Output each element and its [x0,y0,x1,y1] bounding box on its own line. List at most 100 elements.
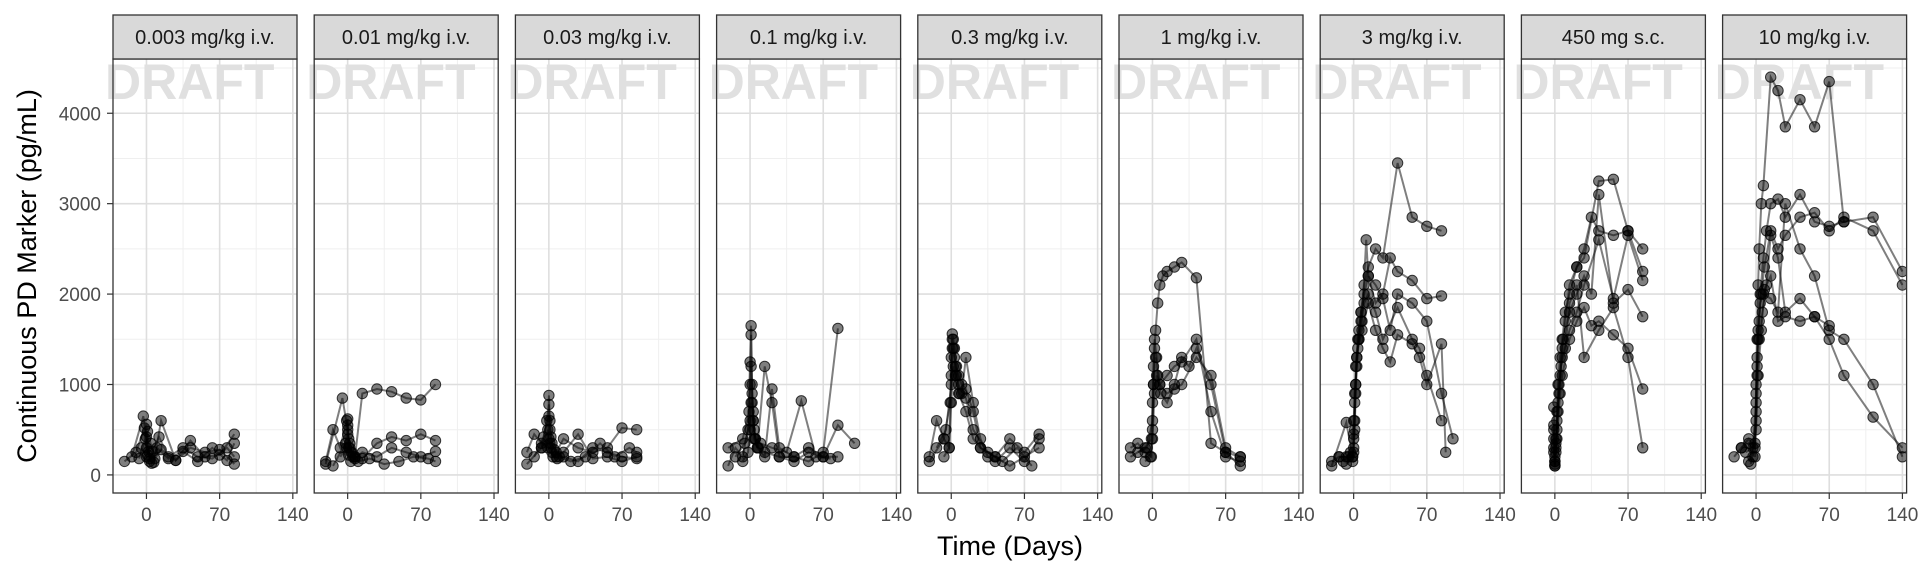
data-point [1622,283,1634,296]
data-point [344,437,356,449]
data-point [817,451,829,463]
facet-strip [1520,14,1707,60]
facet-strip-label: 450 mg s.c. [1562,27,1665,49]
data-point [742,446,754,458]
facet-strip [313,14,499,60]
data-point [1779,311,1792,323]
data-point [1728,451,1740,463]
data-point [1154,378,1166,391]
watermark-text: DRAFT [306,54,475,110]
watermark-text: DRAFT [1111,54,1280,110]
data-point [747,415,759,427]
panel-background [917,59,1102,493]
data-point [631,424,643,436]
data-point [1391,157,1404,169]
data-point [1176,256,1188,269]
data-point [1555,360,1567,373]
data-point [1808,311,1821,323]
y-tick-label: 0 [90,466,101,487]
watermark-text: DRAFT [709,54,878,110]
x-axis-title: Time (Days) [937,531,1083,561]
data-point [334,451,346,463]
data-point [572,428,584,440]
data-point [737,455,749,468]
data-point [1421,292,1433,305]
data-point [221,442,233,454]
data-point [745,329,757,341]
series-line [1345,302,1447,465]
facet-strip [514,14,701,60]
x-tick-label: 140 [1283,505,1315,526]
data-point [1585,288,1598,300]
data-point [521,458,533,470]
data-point [407,451,420,463]
x-tick-label: 0 [342,505,353,526]
data-point [1348,428,1360,440]
data-point [1757,179,1770,192]
data-point [1747,451,1759,463]
data-point [1148,387,1161,400]
data-point [940,424,952,436]
data-point [429,434,442,447]
data-point [1607,229,1620,242]
x-tick-label: 70 [410,505,431,526]
x-tick-label: 140 [1082,505,1114,526]
data-point [1362,297,1375,309]
data-point [1823,333,1835,345]
data-point [1607,173,1620,186]
data-point [989,451,1001,463]
data-point [1146,433,1159,445]
data-point [535,442,548,454]
data-point [759,360,771,373]
x-tick-label: 0 [544,505,555,526]
data-point [1559,342,1572,354]
data-point [722,442,734,454]
data-point [1755,324,1768,336]
data-point [1867,378,1879,391]
data-point [363,452,376,465]
data-point [1346,451,1359,463]
data-point [1152,297,1164,309]
data-point [162,451,175,463]
data-point [766,383,778,395]
data-point [557,451,570,463]
x-tick-label: 70 [813,505,834,526]
x-tick-label: 0 [946,505,957,526]
data-point [1823,225,1835,237]
data-point [1637,442,1649,454]
data-point [1808,270,1821,282]
data-point [1440,446,1452,458]
data-point [415,428,427,440]
watermark-text: DRAFT [105,54,274,110]
data-point [1391,265,1404,278]
data-point [135,442,147,454]
data-point [1808,207,1821,219]
data-point [722,460,734,472]
data-point [1550,437,1562,449]
x-tick-label: 140 [679,505,711,526]
x-tick-label: 70 [1617,505,1638,526]
x-tick-label: 70 [1215,505,1236,526]
data-point [342,413,354,425]
data-point [1435,338,1448,350]
data-point [1838,333,1850,345]
panel-2: DRAFT 0.01 mg/kg i.v. 0 70 140 [306,14,510,526]
x-tick-label: 0 [745,505,756,526]
panel-background [314,59,499,493]
data-point [1896,442,1907,454]
data-point [1563,297,1576,309]
x-tick-label: 0 [1751,505,1762,526]
data-point [192,451,204,463]
data-point [1867,411,1879,423]
data-point [1148,333,1161,345]
data-point [1011,442,1023,454]
x-tick-label: 70 [1014,505,1035,526]
data-point [1435,387,1448,400]
data-point [587,452,599,465]
x-tick-label: 140 [277,505,309,526]
data-point [1896,279,1907,291]
data-point [400,392,412,404]
data-point [802,442,815,454]
